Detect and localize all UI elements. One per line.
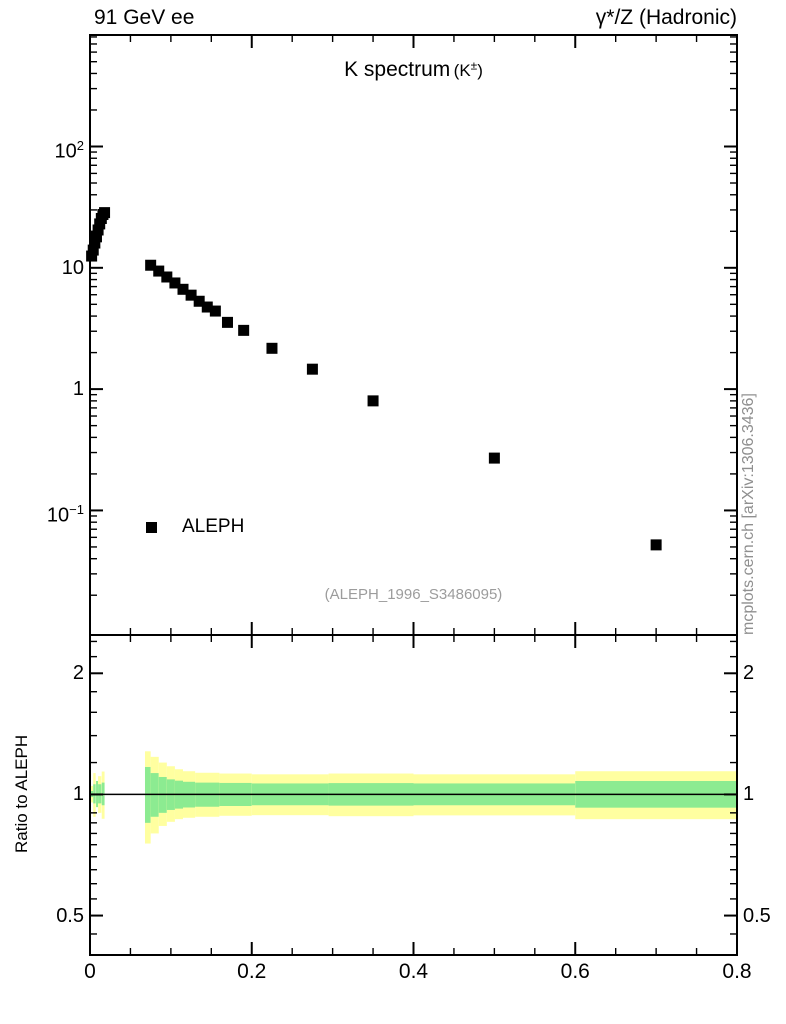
data-point xyxy=(488,452,500,464)
mcplots-credit-text: mcplots.cern.ch [arXiv:1306.3436] xyxy=(740,393,757,635)
main-y-tick-label: 10 xyxy=(61,256,84,279)
data-point xyxy=(193,295,205,307)
analysis-id-watermark: (ALEPH_1996_S3486095) xyxy=(324,586,503,603)
data-point xyxy=(306,363,318,375)
main-panel-frame xyxy=(89,34,738,636)
x-axis-tick-label: 0.6 xyxy=(560,960,590,983)
data-point xyxy=(99,207,111,219)
data-point xyxy=(177,283,189,295)
data-point xyxy=(185,289,197,301)
data-point xyxy=(86,250,98,262)
x-axis-tick-label: 0.2 xyxy=(237,960,267,983)
plot-title: K spectrum (K±) xyxy=(90,58,737,82)
header-beam-energy: 91 GeV ee xyxy=(94,6,195,29)
data-point xyxy=(87,244,99,256)
data-point xyxy=(153,265,165,277)
data-point xyxy=(92,224,104,236)
data-point xyxy=(89,237,101,249)
data-point xyxy=(161,271,173,283)
plot-title-charge: ± xyxy=(470,58,478,73)
ratio-y-tick-label-right: 0.5 xyxy=(743,904,771,927)
data-point xyxy=(209,305,221,317)
ratio-y-tick-label-left: 0.5 xyxy=(56,904,84,927)
legend-label: ALEPH xyxy=(182,516,245,537)
ratio-y-tick-label-right: 2 xyxy=(743,662,755,685)
x-axis-tick-label: 0.4 xyxy=(398,960,429,983)
x-axis-tick-label: 0 xyxy=(84,960,96,983)
ratio-y-tick-label-left: 2 xyxy=(72,662,84,685)
data-point xyxy=(221,316,233,328)
plot-title-particle: (K±) xyxy=(453,58,483,80)
ratio-y-tick-label-right: 1 xyxy=(743,783,755,806)
data-point xyxy=(266,342,278,354)
main-y-tick-label: 102 xyxy=(54,138,84,164)
data-point xyxy=(90,231,102,243)
main-y-tick-label: 1 xyxy=(72,378,84,401)
plot-title-main: K spectrum xyxy=(344,58,451,81)
data-point xyxy=(201,301,213,313)
header-process: γ*/Z (Hadronic) xyxy=(595,6,737,29)
data-point xyxy=(367,395,379,407)
data-point xyxy=(238,324,250,336)
data-point xyxy=(650,539,662,551)
data-point xyxy=(145,259,157,271)
legend-entry-aleph: ALEPH xyxy=(146,516,244,538)
main-y-tick-label: 10−1 xyxy=(46,502,84,528)
x-axis-tick-label: 0.8 xyxy=(722,960,752,983)
legend-square-marker-icon xyxy=(146,521,157,533)
ratio-y-tick-label-left: 1 xyxy=(72,783,84,806)
data-point xyxy=(169,277,181,289)
